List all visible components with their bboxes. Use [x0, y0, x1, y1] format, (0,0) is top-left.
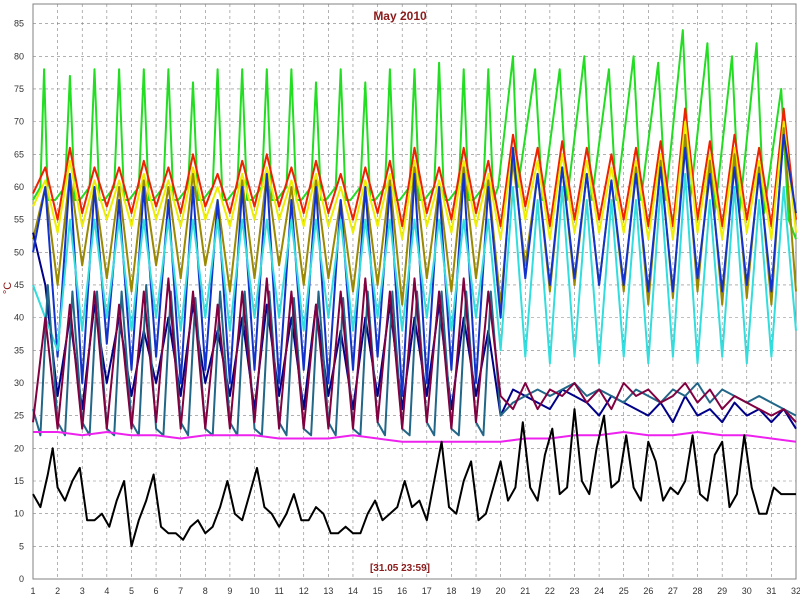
timestamp-label: [31.05 23:59] [369, 563, 431, 574]
x-tick-label: 31 [766, 586, 776, 596]
series-line [33, 431, 797, 443]
x-tick-label: 24 [594, 586, 604, 596]
y-tick-label: 40 [14, 313, 24, 323]
x-axis-ticks: 1 2 3 4 5 6 7 8 9 10 11 12 13 14 15 16 17 18 19 20 21 22 23 24 2… [30, 586, 800, 596]
series-line [32, 172, 797, 365]
x-tick-label: 1 [30, 586, 35, 596]
x-tick-label: 11 [274, 586, 283, 596]
x-tick-label: 21 [520, 586, 530, 596]
x-tick-label: 23 [569, 586, 579, 596]
y-tick-label: 10 [14, 509, 24, 519]
x-tick-label: 12 [299, 586, 309, 596]
series-lines [32, 29, 797, 548]
series-line [32, 232, 797, 430]
y-tick-label: 55 [14, 215, 24, 225]
series-line [32, 408, 796, 548]
y-tick-label: 0 [19, 574, 24, 584]
series-line [32, 133, 797, 397]
x-tick-label: 16 [397, 586, 407, 596]
x-tick-label: 27 [668, 586, 678, 596]
y-tick-label: 75 [14, 84, 24, 94]
y-tick-label: 25 [14, 411, 24, 421]
x-tick-label: 29 [717, 586, 727, 596]
x-tick-label: 8 [203, 586, 208, 596]
y-axis-label: °C [2, 281, 15, 295]
x-tick-label: 15 [373, 586, 383, 596]
x-tick-label: 18 [446, 586, 456, 596]
series-line [32, 120, 797, 241]
y-tick-label: 5 [19, 541, 24, 551]
y-tick-label: 85 [14, 19, 24, 29]
x-tick-label: 32 [791, 586, 800, 596]
x-tick-label: 25 [619, 586, 629, 596]
x-tick-label: 13 [323, 586, 333, 596]
x-tick-label: 2 [55, 586, 60, 596]
x-tick-label: 22 [545, 586, 555, 596]
x-tick-label: 9 [227, 586, 232, 596]
x-tick-label: 28 [693, 586, 703, 596]
y-tick-label: 30 [14, 378, 24, 388]
series-line [32, 277, 797, 430]
x-tick-label: 6 [154, 586, 159, 596]
y-tick-label: 45 [14, 280, 24, 290]
y-tick-label: 80 [14, 51, 24, 61]
x-tick-label: 7 [178, 586, 183, 596]
y-tick-label: 65 [14, 149, 24, 159]
x-tick-label: 14 [348, 586, 358, 596]
x-tick-label: 19 [471, 586, 481, 596]
y-axis-ticks: 0 5 10 15 20 25 30 35 40 45 50 55 60 65 70 75 80 85 [14, 19, 24, 584]
y-tick-label: 35 [14, 345, 24, 355]
chart-title: May 2010 [373, 9, 427, 23]
series-line [32, 284, 797, 437]
series-line [32, 107, 797, 228]
y-tick-label: 15 [14, 476, 24, 486]
x-tick-label: 20 [496, 586, 506, 596]
x-tick-label: 3 [80, 586, 85, 596]
x-tick-label: 10 [250, 586, 260, 596]
x-tick-label: 17 [422, 586, 432, 596]
x-tick-label: 5 [129, 586, 134, 596]
y-tick-label: 50 [14, 247, 24, 257]
y-tick-label: 20 [14, 443, 24, 453]
x-tick-label: 4 [104, 586, 109, 596]
y-tick-label: 60 [14, 182, 24, 192]
x-tick-label: 26 [643, 586, 653, 596]
x-tick-label: 30 [742, 586, 752, 596]
y-tick-label: 70 [14, 117, 24, 127]
